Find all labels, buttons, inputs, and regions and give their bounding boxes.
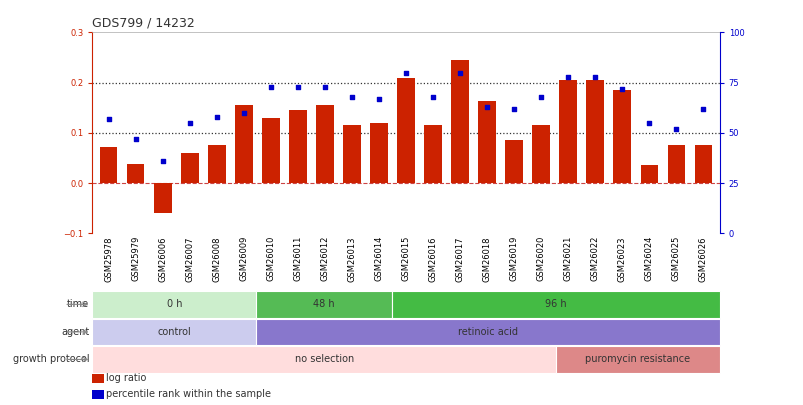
Point <box>372 96 385 102</box>
Point <box>291 83 304 90</box>
Text: percentile rank within the sample: percentile rank within the sample <box>106 389 271 399</box>
Bar <box>255 291 392 318</box>
Text: 96 h: 96 h <box>544 299 566 309</box>
Point <box>669 126 682 132</box>
Bar <box>556 346 719 373</box>
Bar <box>127 164 145 183</box>
Bar <box>450 60 468 183</box>
Point <box>453 69 466 76</box>
Bar <box>208 145 226 183</box>
Point <box>615 85 628 92</box>
Point <box>183 119 196 126</box>
Text: puromycin resistance: puromycin resistance <box>585 354 690 364</box>
Point <box>399 69 412 76</box>
Point <box>237 109 250 116</box>
Point <box>102 115 115 122</box>
Bar <box>255 319 719 345</box>
Bar <box>289 110 306 183</box>
Point <box>129 136 142 142</box>
Bar <box>92 319 255 345</box>
Bar <box>92 291 255 318</box>
Bar <box>478 101 495 183</box>
Bar <box>559 80 577 183</box>
Bar <box>392 291 719 318</box>
Text: GDS799 / 14232: GDS799 / 14232 <box>92 17 195 30</box>
Bar <box>100 147 117 183</box>
Bar <box>92 346 556 373</box>
Point <box>642 119 655 126</box>
Text: log ratio: log ratio <box>106 373 146 383</box>
Point <box>264 83 277 90</box>
Bar <box>397 78 414 183</box>
Text: 48 h: 48 h <box>313 299 335 309</box>
Bar <box>181 153 198 183</box>
Text: time: time <box>67 299 89 309</box>
Point <box>156 158 169 164</box>
Point <box>561 73 574 80</box>
Text: agent: agent <box>61 327 89 337</box>
Point <box>345 94 358 100</box>
Point <box>210 113 223 120</box>
Point <box>696 105 709 112</box>
Bar <box>369 123 387 183</box>
Point <box>507 105 520 112</box>
Bar <box>234 105 252 183</box>
Text: 0 h: 0 h <box>166 299 181 309</box>
Bar <box>343 125 361 183</box>
Bar <box>613 90 630 183</box>
Text: retinoic acid: retinoic acid <box>457 327 517 337</box>
Bar <box>92 390 104 399</box>
Point <box>534 94 547 100</box>
Point <box>588 73 601 80</box>
Bar <box>262 118 279 183</box>
Text: growth protocol: growth protocol <box>13 354 89 364</box>
Bar <box>585 80 603 183</box>
Bar <box>694 145 711 183</box>
Bar <box>640 166 658 183</box>
Point <box>426 94 439 100</box>
Bar <box>505 141 522 183</box>
Bar <box>666 145 684 183</box>
Bar <box>424 125 442 183</box>
Text: control: control <box>157 327 191 337</box>
Text: no selection: no selection <box>294 354 353 364</box>
Bar <box>532 125 549 183</box>
Point <box>480 104 493 110</box>
Bar <box>316 105 333 183</box>
Bar <box>153 183 171 213</box>
Bar <box>92 374 104 383</box>
Point <box>318 83 331 90</box>
